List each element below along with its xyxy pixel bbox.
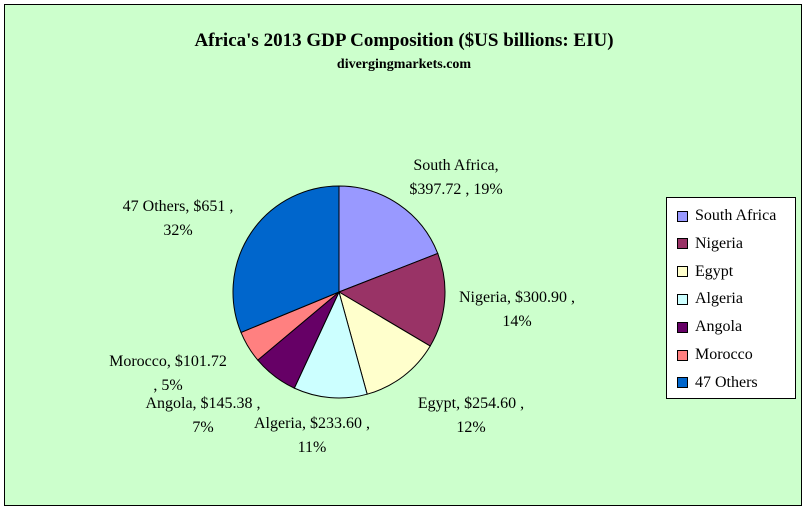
legend-item: Nigeria: [677, 234, 743, 254]
data-label: Egypt, $254.60 , 12%: [418, 395, 524, 436]
data-label: Angola, $145.38 , 7%: [145, 395, 260, 436]
legend-swatch: [677, 266, 688, 278]
legend-item: Morocco: [677, 345, 753, 365]
pie-slice-algeria: [293, 290, 368, 399]
legend-item: 47 Others: [677, 373, 758, 393]
legend-item: Egypt: [677, 262, 733, 282]
legend-swatch: [677, 210, 688, 222]
pie-slice-nigeria: [337, 252, 446, 347]
legend-swatch: [677, 321, 688, 333]
data-label: South Africa, $397.72 , 19%: [409, 157, 502, 198]
data-label: Morocco, $101.72, 5%: [109, 353, 227, 394]
pie-slice-47-others: [232, 185, 340, 334]
data-label: Nigeria, $300.90 , 14%: [459, 289, 575, 330]
legend-item: Algeria: [677, 289, 743, 309]
chart-subtitle: divergingmarkets.com: [336, 57, 472, 72]
legend-swatch: [677, 238, 688, 250]
legend-label: Algeria: [695, 290, 743, 308]
legend-label: Nigeria: [695, 234, 743, 252]
legend-swatch: [677, 349, 688, 361]
legend-label: Egypt: [695, 262, 734, 280]
data-label: Algeria, $233.60 , 11%: [254, 415, 370, 456]
legend-label: Angola: [695, 318, 743, 336]
legend-swatch: [677, 377, 688, 389]
legend-label: South Africa: [695, 207, 777, 224]
chart-title: Africa's 2013 GDP Composition ($US billi…: [194, 30, 614, 51]
legend-label: 47 Others: [695, 373, 758, 391]
pie-slice-south-africa: [338, 185, 439, 293]
data-label: 47 Others, $651 , 32%: [123, 198, 234, 239]
legend: South Africa Nigeria Egypt Algeria Angola Mor…: [666, 197, 796, 399]
pie-slice-egypt: [338, 290, 431, 395]
legend-item: Angola: [677, 317, 742, 337]
legend-label: Morocco: [695, 346, 753, 363]
legend-item: South Africa: [677, 206, 776, 226]
legend-swatch: [677, 293, 688, 305]
